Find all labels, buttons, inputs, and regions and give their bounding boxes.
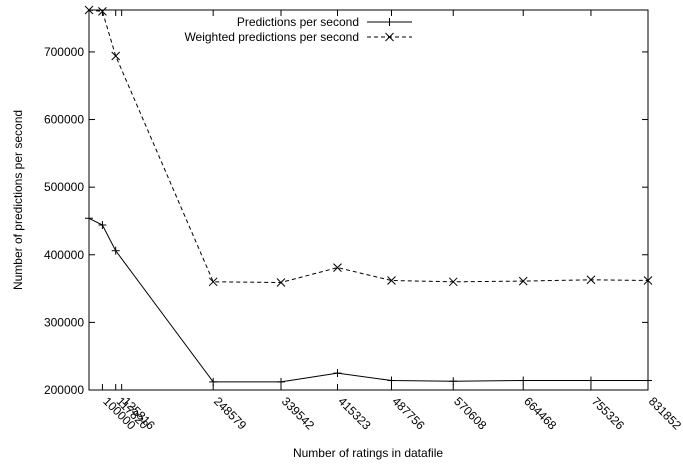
x-tick-label: 487756 xyxy=(389,394,427,432)
series-1-point xyxy=(333,369,342,378)
series-2-point xyxy=(98,6,107,16)
legend-label: Weighted predictions per second xyxy=(184,30,359,44)
series-1-point xyxy=(387,376,396,385)
x-tick-label: 755326 xyxy=(589,394,627,432)
marker-stroke xyxy=(586,275,596,285)
series-1-point xyxy=(98,221,107,230)
series-1-point xyxy=(519,376,528,385)
series-1-point xyxy=(644,376,652,385)
marker-stroke xyxy=(84,5,94,15)
x-tick-label: 831852 xyxy=(646,394,683,432)
series-2-point xyxy=(643,276,653,285)
series-2-point xyxy=(448,277,458,287)
series-2-point xyxy=(208,277,218,287)
marker-stroke xyxy=(276,278,286,287)
x-axis-title: Number of ratings in datafile xyxy=(293,446,443,460)
legend-label: Predictions per second xyxy=(237,15,359,29)
y-tick-label: 300000 xyxy=(44,315,84,329)
marker-stroke xyxy=(333,263,342,272)
series-1-point xyxy=(85,214,93,223)
x-tick-label: 415323 xyxy=(335,394,373,432)
series-layer xyxy=(84,5,653,386)
series-1-point xyxy=(276,377,285,386)
x-tick-label: 339542 xyxy=(279,394,317,432)
plot-frame xyxy=(88,9,649,391)
marker-stroke xyxy=(518,276,528,286)
y-axis-title: Number of predictions per second xyxy=(11,110,25,290)
series-2-point xyxy=(333,263,342,272)
marker-stroke xyxy=(387,276,396,285)
marker-stroke xyxy=(643,276,653,285)
marker-stroke xyxy=(208,277,218,287)
y-tick-label: 200000 xyxy=(44,383,84,397)
y-tick-label: 600000 xyxy=(44,113,84,127)
series-2-point xyxy=(276,278,286,287)
y-axis-ticks: 200000 300000 400000 500000 600000 700000 xyxy=(44,45,648,397)
series-1-point xyxy=(209,377,218,386)
series-line-2 xyxy=(88,9,649,284)
x-tick-label: 570608 xyxy=(451,394,489,432)
marker-stroke xyxy=(448,277,458,287)
legend-marker xyxy=(385,32,394,42)
legend-marker xyxy=(385,18,394,26)
marker-stroke xyxy=(385,32,394,42)
x-tick-label: 664468 xyxy=(521,394,559,432)
x-tick-label: 248579 xyxy=(211,394,249,432)
series-1-point xyxy=(586,376,595,385)
series-1-point xyxy=(449,377,458,386)
series-2-point xyxy=(586,275,596,285)
series-2-point xyxy=(518,276,528,286)
series-2-point xyxy=(84,5,94,15)
y-tick-label: 400000 xyxy=(44,248,84,262)
marker-stroke xyxy=(111,51,121,61)
series-2-point xyxy=(111,51,121,61)
y-tick-label: 500000 xyxy=(44,180,84,194)
y-tick-label: 700000 xyxy=(44,45,84,59)
series-line-1 xyxy=(88,217,648,383)
series-1-point xyxy=(111,246,120,255)
marker-stroke xyxy=(98,6,107,16)
series-2-point xyxy=(387,276,396,285)
